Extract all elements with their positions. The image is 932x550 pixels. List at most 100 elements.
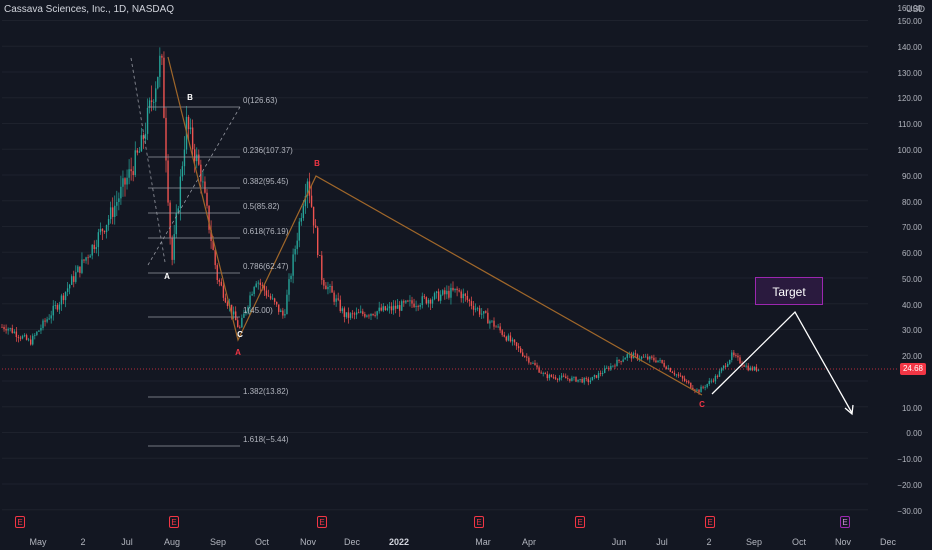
- candle-body: [101, 228, 104, 232]
- candle-body: [437, 291, 440, 301]
- candle-body: [495, 326, 497, 328]
- candle-body: [743, 365, 745, 367]
- candle-body: [212, 240, 214, 250]
- candle-body: [21, 336, 24, 339]
- earnings-event-icon[interactable]: E: [575, 516, 585, 528]
- candle-body: [261, 284, 264, 286]
- candle-body: [314, 225, 317, 228]
- candle-body: [370, 313, 372, 316]
- candle-body: [532, 363, 534, 364]
- candle-body: [575, 376, 577, 382]
- candle-body: [216, 265, 218, 281]
- candle-body: [46, 319, 48, 322]
- candle-body: [75, 272, 77, 282]
- candle-body: [720, 368, 723, 372]
- candle-body: [68, 284, 71, 289]
- candle-body: [694, 389, 696, 391]
- wave-label-b: B: [187, 93, 193, 102]
- candle-body: [112, 207, 114, 217]
- candle-body: [511, 339, 514, 342]
- candle-body: [103, 231, 106, 233]
- candle-body: [704, 387, 706, 388]
- candle-body: [118, 198, 120, 203]
- candle-body: [737, 355, 739, 358]
- time-tick: 2: [706, 537, 712, 547]
- candle-body: [657, 360, 659, 363]
- candle-body: [284, 314, 286, 316]
- last-price-badge: 24.68: [900, 363, 926, 375]
- time-tick: Sep: [209, 537, 227, 547]
- candle-body: [431, 299, 434, 304]
- candle-body: [538, 367, 540, 373]
- candle-body: [597, 373, 600, 378]
- candle-body: [360, 311, 362, 313]
- candle-body: [116, 202, 118, 206]
- price-tick: 130.00: [897, 69, 922, 78]
- candle-body: [204, 181, 206, 193]
- candle-body: [87, 257, 89, 259]
- candle-body: [150, 100, 153, 102]
- candle-body: [226, 302, 229, 307]
- candle-body: [5, 329, 7, 331]
- candle-body: [448, 290, 450, 298]
- candle-body: [230, 304, 233, 315]
- grid-lines: [2, 20, 868, 511]
- target-projection-line: [711, 310, 853, 414]
- candle-body: [345, 312, 348, 317]
- candle-body: [13, 331, 15, 333]
- candle-body: [163, 57, 165, 118]
- earnings-event-icon[interactable]: E: [705, 516, 715, 528]
- candle-body: [595, 375, 598, 378]
- future-earnings-event-icon[interactable]: E: [840, 516, 850, 528]
- price-tick: 60.00: [901, 249, 922, 258]
- earnings-event-icon[interactable]: E: [474, 516, 484, 528]
- candle-body: [241, 317, 243, 328]
- candle-body: [696, 389, 698, 391]
- candle-body: [718, 371, 721, 377]
- candle-body: [239, 327, 241, 329]
- candle-body: [7, 328, 9, 331]
- candle-body: [392, 305, 395, 311]
- candle-body: [577, 379, 579, 382]
- earnings-event-icon[interactable]: E: [15, 516, 25, 528]
- candle-body: [610, 366, 612, 370]
- candle-body: [200, 164, 202, 182]
- fib-level-label: 1.382(13.82): [243, 387, 289, 396]
- candle-body: [519, 348, 522, 353]
- time-tick: May: [29, 537, 47, 547]
- price-tick: −10.00: [897, 455, 922, 464]
- candle-body: [755, 366, 758, 371]
- candle-body: [460, 291, 462, 299]
- price-tick: 0.00: [906, 429, 922, 438]
- candle-body: [565, 376, 567, 379]
- earnings-event-icon[interactable]: E: [317, 516, 327, 528]
- candle-body: [509, 335, 512, 342]
- candle-body: [692, 387, 694, 390]
- candle-body: [647, 356, 649, 360]
- candle-body: [50, 315, 52, 319]
- candle-body: [175, 212, 177, 235]
- candle-body: [702, 386, 704, 388]
- candle-body: [624, 357, 626, 360]
- candle-body: [675, 374, 678, 376]
- candle-body: [317, 227, 319, 256]
- candle-body: [79, 266, 81, 273]
- candle-body: [587, 378, 589, 383]
- candle-body: [153, 101, 155, 103]
- candle-body: [640, 356, 643, 359]
- candle-body: [89, 255, 91, 258]
- target-label-box[interactable]: Target: [755, 277, 823, 305]
- candle-body: [122, 178, 124, 187]
- candle-body: [126, 177, 128, 185]
- price-tick: 20.00: [901, 352, 922, 361]
- candle-body: [269, 296, 272, 299]
- candle-body: [534, 363, 536, 366]
- candle-body: [522, 352, 524, 357]
- earnings-event-icon[interactable]: E: [169, 516, 179, 528]
- candle-body: [40, 328, 42, 331]
- candle-body: [222, 285, 225, 298]
- candle-body: [528, 357, 530, 363]
- candle-body: [470, 301, 473, 306]
- time-tick-year: 2022: [388, 537, 410, 547]
